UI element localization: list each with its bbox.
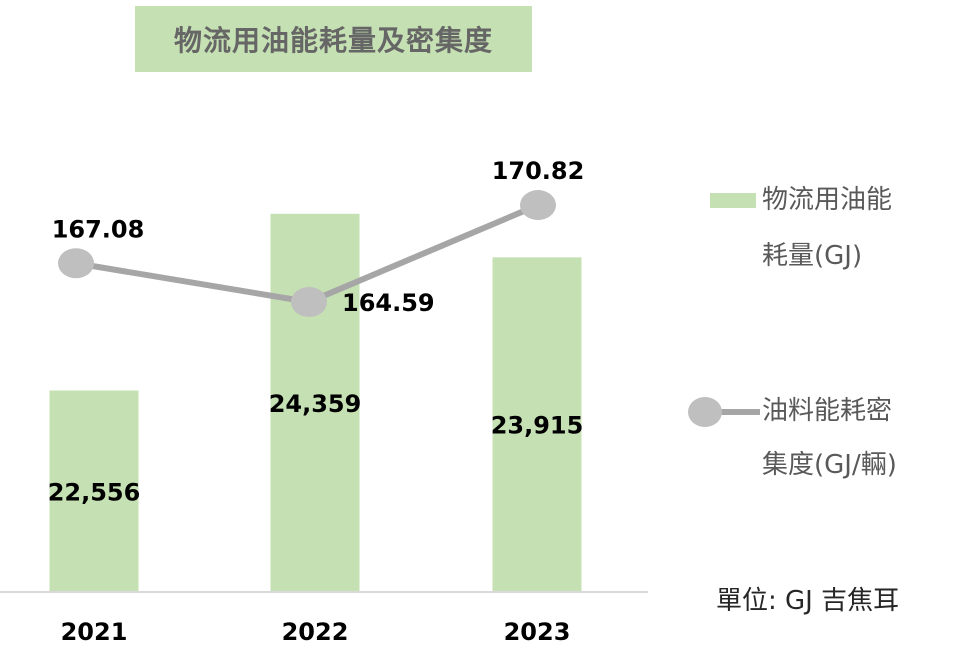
bar-2021 — [49, 390, 139, 592]
line-data-label-2021: 167.08 — [52, 215, 145, 243]
x-tick-label-2022: 2022 — [282, 618, 349, 646]
unit-note: 單位: GJ 吉焦耳 — [716, 586, 900, 616]
line-data-label-2023: 170.82 — [492, 157, 585, 185]
legend-line-swatch — [688, 397, 760, 427]
legend-bar-swatch — [710, 193, 756, 208]
line-point-2023 — [520, 190, 556, 221]
x-tick-label-2021: 2021 — [61, 618, 128, 646]
x-tick-label-2023: 2023 — [504, 618, 571, 646]
chart-title: 物流用油能耗量及密集度 — [173, 24, 493, 57]
line-data-label-2022: 164.59 — [342, 289, 435, 317]
bar-data-label-2022: 24,359 — [269, 390, 362, 418]
bar-2022 — [270, 213, 360, 592]
legend-line-label-line2: 集度(GJ/輛) — [762, 450, 897, 480]
legend-bar-label-line1: 物流用油能 — [762, 185, 893, 215]
line-point-2022 — [291, 287, 327, 317]
bar-2023 — [492, 257, 582, 592]
chart-title-box: 物流用油能耗量及密集度 — [135, 6, 532, 72]
line-point-2021 — [58, 248, 94, 279]
legend-bar-label-line2: 耗量(GJ) — [762, 241, 863, 271]
bar-data-label-2021: 22,556 — [48, 478, 141, 506]
legend-line-label-line1: 油料能耗密 — [762, 396, 893, 426]
bar-data-label-2023: 23,915 — [491, 412, 584, 440]
